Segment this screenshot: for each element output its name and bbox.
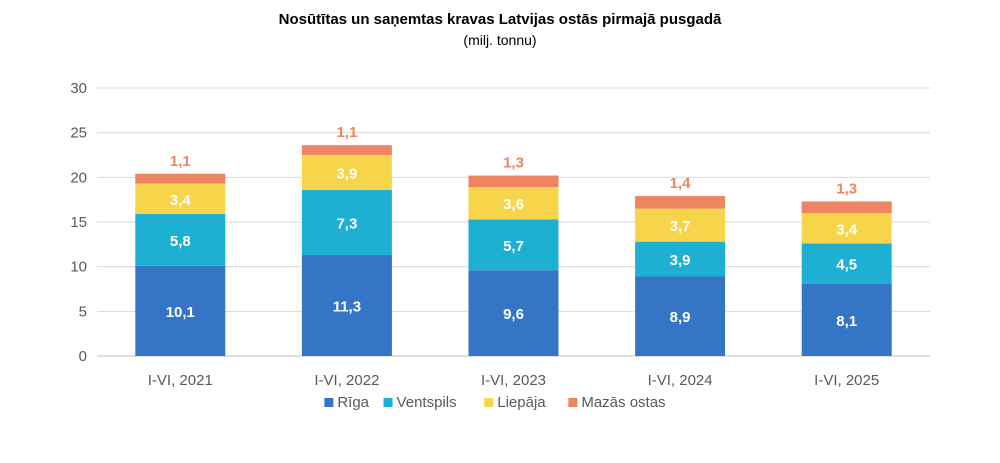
bar-segment [468,219,559,271]
data-label: 1,3 [836,180,857,197]
data-label: 1,1 [336,124,357,141]
data-label: 10,1 [166,304,195,321]
x-tick-label: I-VI, 2023 [481,372,546,389]
legend-label: Ventspils [397,394,457,411]
data-label: 1,3 [503,155,524,172]
y-tick-label: 10 [70,259,87,276]
x-tick-label: I-VI, 2025 [814,372,879,389]
data-label: 5,7 [503,238,524,255]
data-label: 3,6 [503,196,524,213]
data-label: 8,1 [836,313,857,330]
bar-segment [635,241,726,277]
data-label: 11,3 [333,299,361,316]
data-label: 5,8 [170,233,191,250]
bar-segment [301,145,392,155]
y-tick-label: 0 [79,348,87,365]
data-label: 7,3 [336,215,357,232]
bar-segment [301,189,392,256]
bar-segment [635,208,726,242]
legend-label: Mazās ostas [581,394,665,411]
data-label: 8,9 [670,309,691,326]
x-tick-label: I-VI, 2022 [314,372,379,389]
x-tick-label: I-VI, 2024 [648,372,713,389]
data-label: 3,4 [836,221,858,238]
bar-segment [135,213,226,266]
data-label: 4,5 [836,257,857,274]
legend-label: Liepāja [497,394,546,411]
bar-segment [801,243,892,284]
y-tick-label: 25 [70,125,87,142]
y-tick-label: 5 [79,303,87,320]
y-tick-label: 20 [70,169,87,186]
bar-segment [135,183,226,214]
legend-label: Rīga [337,394,369,411]
bar-segment [801,213,892,244]
data-label: 9,6 [503,306,524,323]
legend-swatch [324,398,334,407]
legend-swatch [383,398,393,407]
y-tick-label: 15 [70,214,87,231]
data-label: 3,9 [670,252,691,269]
data-label: 3,4 [170,192,192,209]
data-label: 1,4 [670,175,692,192]
y-tick-label: 30 [70,80,87,97]
bar-segment [468,175,559,188]
chart-title: Nosūtītas un saņemtas kravas Latvijas os… [278,11,722,28]
bar-segment [635,276,726,356]
bar-segment [468,270,559,356]
data-label: 3,7 [670,218,691,235]
chart-subtitle: (milj. tonnu) [463,32,537,48]
legend-swatch [484,398,494,407]
legend-swatch [568,398,578,407]
bar-segment [301,255,392,356]
bar-segment [635,196,726,209]
bar-segment [135,265,226,356]
x-tick-label: I-VI, 2021 [148,372,213,389]
bar-segment [468,187,559,220]
bar-segment [301,155,392,190]
bar-segment [801,283,892,356]
bar-segment [135,173,226,184]
data-label: 3,9 [336,165,357,182]
data-label: 1,1 [170,153,191,170]
bar-segment [801,201,892,214]
